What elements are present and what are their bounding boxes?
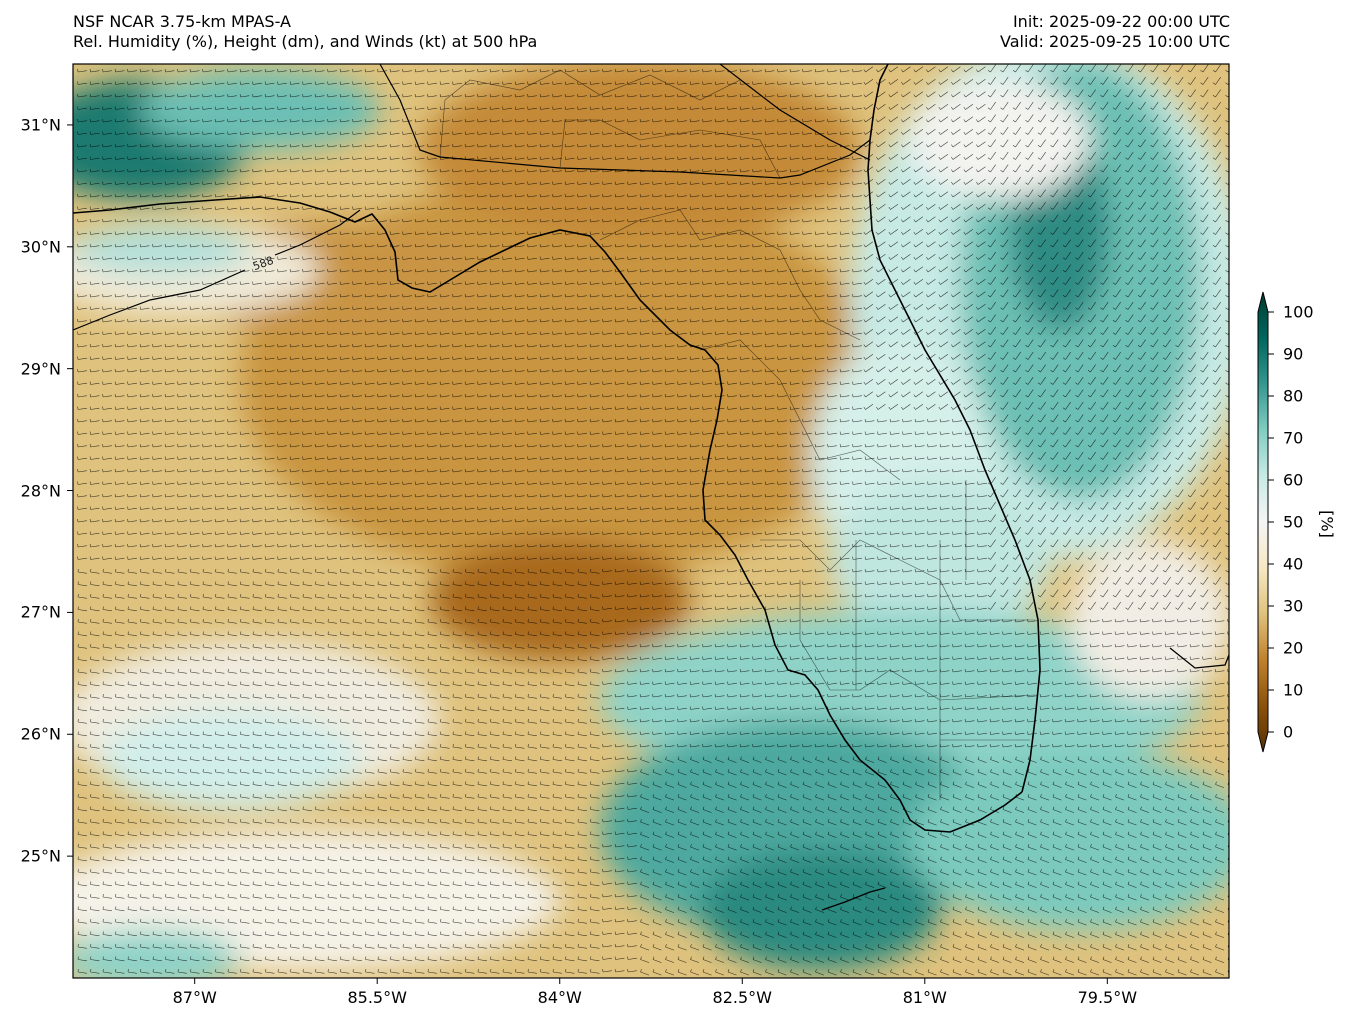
bahamas-coastline bbox=[1169, 647, 1229, 669]
state-border-al bbox=[379, 64, 441, 158]
chart-title-left: NSF NCAR 3.75-km MPAS-A Rel. Humidity (%… bbox=[73, 12, 537, 52]
lat-tick-label: 30°N bbox=[20, 237, 61, 257]
lat-tick-label: 29°N bbox=[20, 359, 61, 379]
lon-tick-label: 87°W bbox=[172, 988, 217, 1007]
latitude-ticks bbox=[67, 124, 73, 857]
colorbar-tick-label: 60 bbox=[1283, 470, 1304, 490]
colorbar-tick-label: 20 bbox=[1283, 638, 1304, 658]
longitude-ticks bbox=[194, 978, 1108, 984]
colorbar-tick-label: 90 bbox=[1283, 344, 1304, 364]
colorbar-unit: [%] bbox=[1317, 510, 1337, 538]
field-description: Rel. Humidity (%), Height (dm), and Wind… bbox=[73, 32, 538, 51]
colorbar-tick-label: 0 bbox=[1283, 722, 1294, 742]
humidity-field bbox=[73, 64, 1229, 978]
lat-tick-label: 27°N bbox=[20, 602, 61, 622]
lat-tick-label: 31°N bbox=[20, 115, 61, 135]
lat-tick-label: 28°N bbox=[20, 481, 61, 501]
valid-time: Valid: 2025-09-25 10:00 UTC bbox=[999, 32, 1230, 51]
colorbar bbox=[1257, 291, 1274, 753]
chart-title-right: Init: 2025-09-22 00:00 UTC Valid: 2025-0… bbox=[1000, 12, 1230, 52]
colorbar-tick-label: 50 bbox=[1283, 512, 1304, 532]
colorbar-tick-label: 40 bbox=[1283, 554, 1304, 574]
colorbar-tick-label: 100 bbox=[1283, 302, 1314, 322]
colorbar-ticks bbox=[1268, 311, 1274, 733]
init-time: Init: 2025-09-22 00:00 UTC bbox=[1012, 12, 1230, 31]
wind-barbs bbox=[77, 64, 1229, 976]
lat-tick-label: 25°N bbox=[20, 846, 61, 866]
gulf-coastline bbox=[73, 196, 1023, 833]
model-name: NSF NCAR 3.75-km MPAS-A bbox=[73, 12, 291, 31]
colorbar-tick-label: 10 bbox=[1283, 680, 1304, 700]
colorbar-tick-label: 70 bbox=[1283, 428, 1304, 448]
lon-tick-label: 82.5°W bbox=[712, 988, 772, 1007]
colorbar-strip bbox=[1257, 291, 1269, 753]
lon-tick-label: 79.5°W bbox=[1077, 988, 1138, 1007]
map-frame bbox=[72, 63, 1230, 979]
lon-tick-label: 84°W bbox=[537, 988, 582, 1007]
height-contour-588 bbox=[73, 209, 361, 331]
wind-barb-field bbox=[77, 64, 1229, 976]
lon-tick-label: 81°W bbox=[902, 988, 947, 1007]
lat-tick-label: 26°N bbox=[20, 724, 61, 744]
county-lines bbox=[439, 69, 1036, 800]
keys-coastline bbox=[821, 887, 886, 911]
lon-tick-label: 85.5°W bbox=[347, 988, 407, 1007]
colorbar-tick-label: 30 bbox=[1283, 596, 1304, 616]
state-border-ga-sc bbox=[719, 64, 871, 161]
colorbar-tick-label: 80 bbox=[1283, 386, 1304, 406]
